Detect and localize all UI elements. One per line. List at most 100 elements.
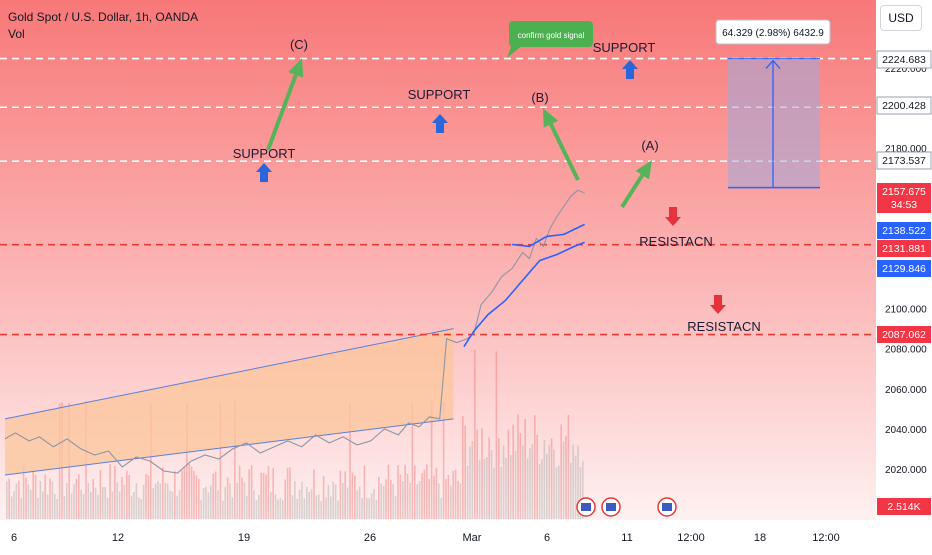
- volume-bar: [327, 484, 330, 519]
- volume-bar: [166, 483, 169, 519]
- volume-bar: [313, 469, 315, 519]
- volume-bar: [368, 498, 370, 519]
- channel-upper-line: [4, 328, 454, 420]
- currency-button[interactable]: USD: [880, 5, 922, 31]
- volume-bar: [234, 401, 236, 519]
- price-label-box: [877, 183, 931, 213]
- volume-bar: [51, 481, 54, 519]
- volume-bar: [370, 493, 373, 519]
- event-flag-icon-inner: [581, 503, 591, 511]
- volume-bar: [22, 465, 25, 519]
- volume-bar: [466, 465, 469, 519]
- wave-arrow-a-shaft: [620, 174, 645, 209]
- volume-bar: [78, 474, 80, 519]
- volume-bar: [346, 487, 349, 519]
- volume-bar: [363, 465, 366, 519]
- volume-bar: [541, 459, 543, 519]
- event-flag-icon-inner: [662, 503, 672, 511]
- volume-bar: [169, 490, 171, 519]
- time-scale-background: [0, 520, 876, 550]
- volume-bar: [375, 499, 378, 519]
- volume-bar: [56, 498, 58, 519]
- y-tick-label: 2180.000: [885, 144, 927, 155]
- volume-bar: [514, 450, 517, 519]
- volume-bar: [255, 500, 258, 519]
- volume-bar: [534, 415, 536, 519]
- volume-bar: [282, 500, 284, 519]
- volume-bar: [217, 490, 219, 519]
- wave-label-c: (C): [290, 37, 308, 52]
- volume-bar: [490, 450, 493, 519]
- volume-bar: [440, 497, 442, 519]
- measure-box: [728, 58, 820, 188]
- volume-bar: [531, 443, 534, 519]
- volume-bar: [558, 465, 560, 519]
- volume-bar: [46, 494, 49, 519]
- volume-bar: [267, 466, 270, 519]
- support-label-2: SUPPORT: [408, 87, 471, 102]
- volume-bar: [195, 475, 198, 519]
- x-tick-label: 26: [364, 532, 376, 544]
- volume-bar: [49, 478, 51, 519]
- volume-bar: [565, 435, 567, 519]
- volume-bar: [517, 414, 519, 519]
- volume-bar: [15, 483, 18, 519]
- price-label-box: [877, 326, 931, 343]
- volume-bar: [414, 465, 416, 519]
- volume-bar: [562, 441, 565, 519]
- channel-fill: [5, 328, 454, 476]
- x-tick-label: 19: [238, 532, 250, 544]
- support-arrow-2: [432, 114, 448, 133]
- price-label-text: 2200.428: [882, 100, 926, 112]
- volume-bar: [394, 496, 397, 519]
- volume-bar: [334, 484, 337, 519]
- volume-bar: [157, 481, 159, 519]
- volume-bar: [258, 494, 260, 519]
- volume-bar: [567, 414, 570, 519]
- volume-bar: [358, 486, 361, 519]
- volume-bar: [572, 444, 574, 519]
- volume-bar: [318, 494, 320, 519]
- volume-bar: [536, 434, 538, 519]
- volume-bar: [75, 478, 78, 519]
- price-line: [4, 189, 585, 474]
- volume-bar: [66, 483, 68, 519]
- volume-bar: [303, 498, 306, 519]
- y-tick-label: 2060.000: [885, 385, 927, 396]
- volume-bar: [462, 416, 464, 519]
- volume-bar: [387, 464, 390, 519]
- volume-bar: [421, 472, 423, 519]
- wave-label-b: (B): [531, 90, 548, 105]
- volume-bar: [291, 495, 294, 519]
- volume-bar: [315, 495, 318, 519]
- resistance-label-2: RESISTACN: [687, 319, 760, 334]
- volume-bar: [210, 485, 212, 519]
- volume-bar: [190, 466, 193, 519]
- volume-bar: [298, 489, 301, 519]
- volume-bar: [430, 401, 433, 519]
- y-tick-label: 2020.000: [885, 465, 927, 476]
- volume-bar: [97, 494, 99, 519]
- volume-bar: [222, 500, 224, 519]
- volume-bar: [510, 455, 512, 519]
- volume-bar: [27, 484, 30, 519]
- volume-bar: [483, 458, 486, 519]
- volume-bar: [219, 402, 222, 519]
- x-tick-label: 11: [621, 532, 632, 544]
- volume-bar: [116, 482, 118, 519]
- volume-bar: [123, 484, 126, 519]
- price-label-text: 2173.537: [882, 155, 926, 167]
- volume-bar: [478, 459, 481, 519]
- volume-bar: [574, 455, 577, 519]
- volume-bar: [310, 489, 313, 519]
- volume-bar: [289, 467, 291, 519]
- volume-bar: [212, 473, 214, 519]
- volume-bar: [92, 479, 94, 519]
- volume-bar: [579, 467, 582, 519]
- price-label-text: 2138.522: [882, 225, 926, 237]
- measure-label-box: [715, 19, 831, 45]
- volume-bar: [118, 491, 121, 519]
- volume-bar: [20, 497, 22, 519]
